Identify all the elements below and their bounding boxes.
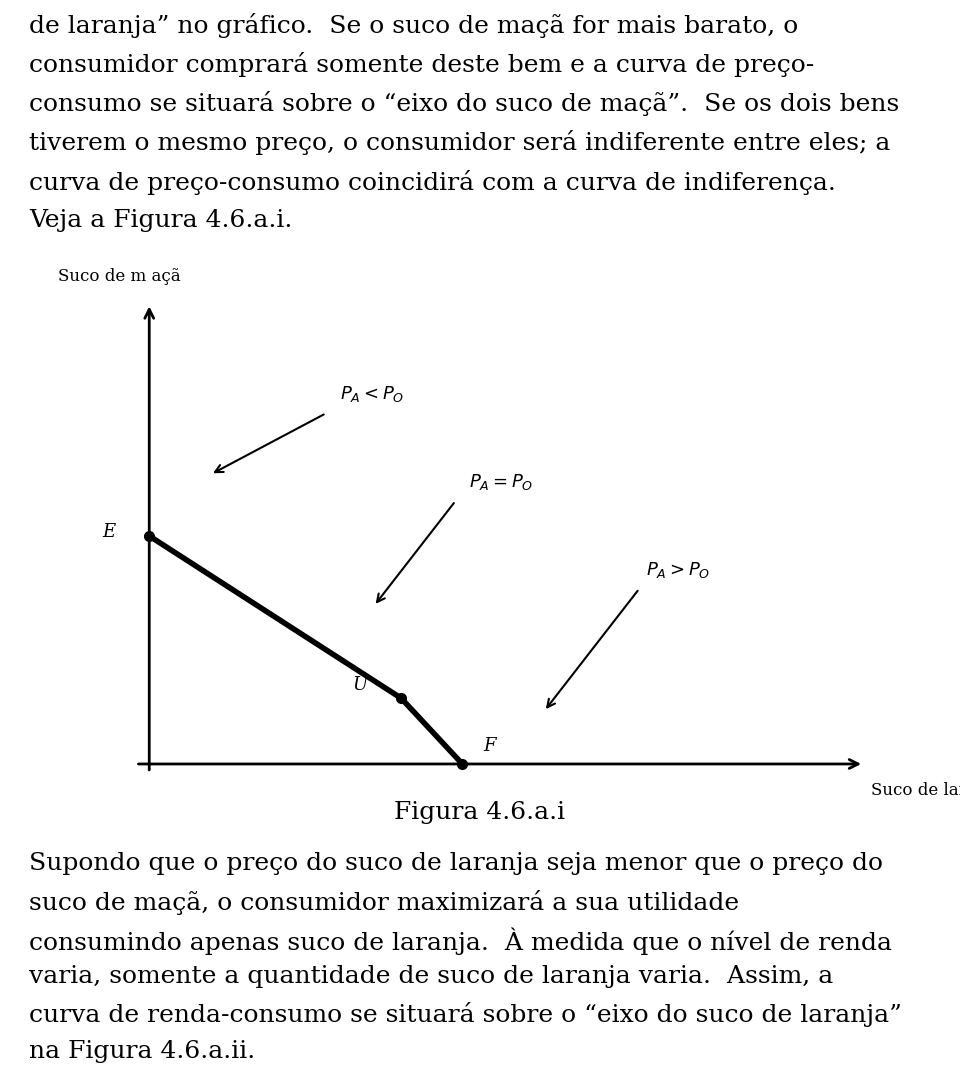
Text: $P_A = P_O$: $P_A = P_O$ bbox=[469, 473, 534, 492]
Text: tiverem o mesmo preço, o consumidor será indiferente entre eles; a: tiverem o mesmo preço, o consumidor será… bbox=[29, 130, 890, 155]
Text: Suco de m açã: Suco de m açã bbox=[58, 268, 180, 285]
Text: varia, somente a quantidade de suco de laranja varia.  Assim, a: varia, somente a quantidade de suco de l… bbox=[29, 965, 833, 988]
Text: consumindo apenas suco de laranja.  À medida que o nível de renda: consumindo apenas suco de laranja. À med… bbox=[29, 927, 892, 955]
Text: curva de preço-consumo coincidirá com a curva de indiferença.: curva de preço-consumo coincidirá com a … bbox=[29, 169, 835, 194]
Text: U: U bbox=[352, 676, 368, 694]
Text: consumo se situará sobre o “eixo do suco de maçã”.  Se os dois bens: consumo se situará sobre o “eixo do suco… bbox=[29, 91, 900, 116]
Text: F: F bbox=[483, 737, 496, 756]
Text: Supondo que o preço do suco de laranja seja menor que o preço do: Supondo que o preço do suco de laranja s… bbox=[29, 852, 883, 875]
Text: $P_A < P_O$: $P_A < P_O$ bbox=[340, 385, 404, 404]
Text: curva de renda-consumo se situará sobre o “eixo do suco de laranja”: curva de renda-consumo se situará sobre … bbox=[29, 1003, 901, 1028]
Text: Figura 4.6.a.i: Figura 4.6.a.i bbox=[395, 801, 565, 825]
Text: Suco de laran ja: Suco de laran ja bbox=[871, 782, 960, 799]
Text: Veja a Figura 4.6.a.i.: Veja a Figura 4.6.a.i. bbox=[29, 209, 292, 232]
Text: na Figura 4.6.a.ii.: na Figura 4.6.a.ii. bbox=[29, 1040, 255, 1063]
Text: E: E bbox=[102, 522, 115, 541]
Text: de laranja” no gráfico.  Se o suco de maçã for mais barato, o: de laranja” no gráfico. Se o suco de maç… bbox=[29, 13, 798, 38]
Text: suco de maçã, o consumidor maximizará a sua utilidade: suco de maçã, o consumidor maximizará a … bbox=[29, 890, 739, 915]
Text: consumidor comprará somente deste bem e a curva de preço-: consumidor comprará somente deste bem e … bbox=[29, 52, 814, 77]
Text: $P_A > P_O$: $P_A > P_O$ bbox=[646, 559, 710, 580]
